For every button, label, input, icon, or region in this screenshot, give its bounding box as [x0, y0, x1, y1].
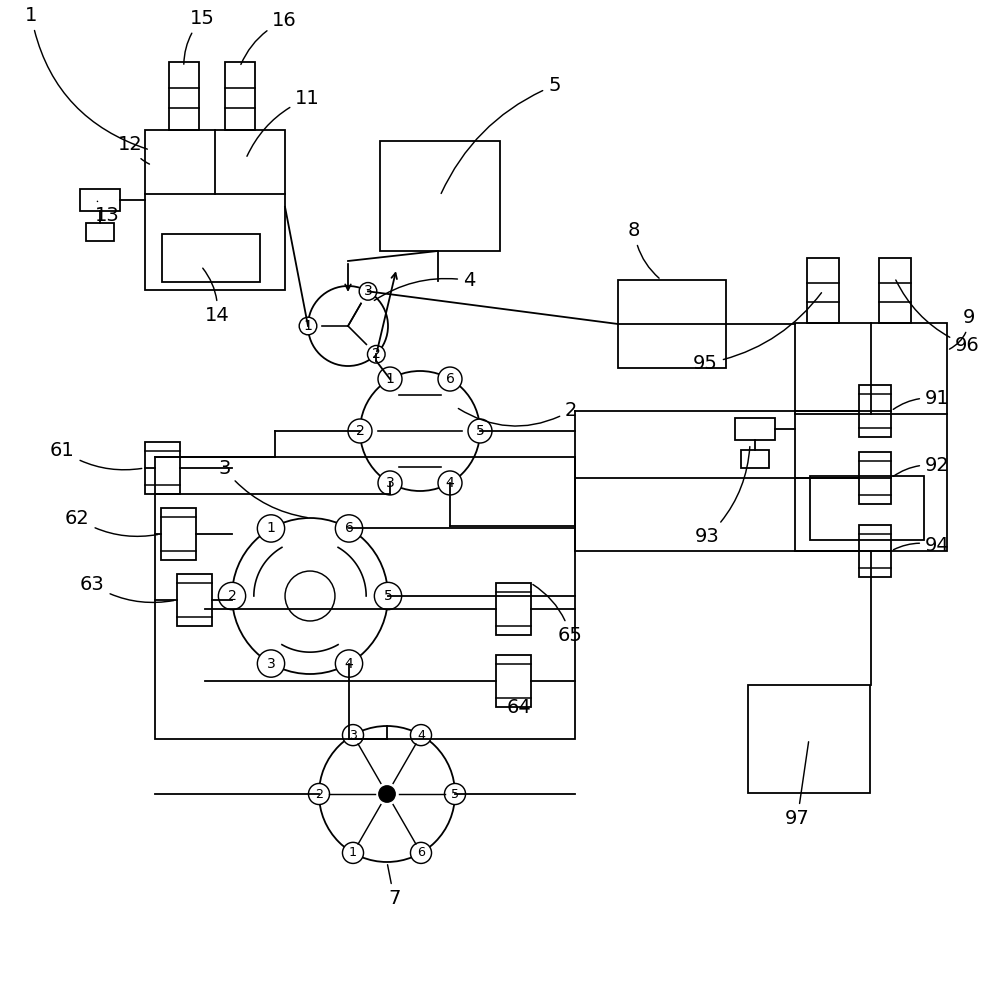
- Circle shape: [335, 515, 363, 542]
- Bar: [496, 655, 530, 707]
- Text: 64: 64: [507, 698, 532, 717]
- Text: 4: 4: [446, 476, 454, 490]
- Circle shape: [299, 317, 317, 335]
- Text: 5: 5: [384, 589, 392, 603]
- Circle shape: [342, 725, 364, 745]
- Circle shape: [257, 515, 285, 542]
- Text: 3: 3: [386, 476, 394, 490]
- Bar: [795, 323, 947, 551]
- Text: 95: 95: [693, 293, 821, 373]
- Text: 6: 6: [345, 522, 353, 535]
- Text: 5: 5: [451, 788, 459, 801]
- Text: 13: 13: [95, 201, 120, 225]
- Text: 11: 11: [247, 89, 320, 156]
- Circle shape: [378, 367, 402, 391]
- Bar: [735, 418, 775, 440]
- Text: 3: 3: [267, 657, 275, 670]
- Text: 2: 2: [372, 347, 381, 361]
- Bar: [496, 583, 530, 635]
- Text: 65: 65: [533, 585, 583, 645]
- Circle shape: [218, 583, 246, 609]
- Text: 2: 2: [458, 401, 577, 426]
- Text: 4: 4: [374, 271, 475, 301]
- Bar: [162, 234, 260, 282]
- Text: 97: 97: [785, 741, 810, 828]
- Bar: [176, 574, 212, 626]
- Bar: [144, 442, 180, 494]
- Circle shape: [410, 725, 432, 745]
- Circle shape: [438, 471, 462, 495]
- Circle shape: [342, 842, 364, 864]
- Text: 62: 62: [65, 509, 158, 536]
- Bar: [380, 141, 500, 251]
- Bar: [810, 476, 924, 539]
- Circle shape: [335, 650, 363, 677]
- Text: 2: 2: [356, 424, 364, 438]
- Text: 93: 93: [695, 447, 750, 546]
- Text: 61: 61: [50, 441, 142, 469]
- Text: 63: 63: [80, 575, 174, 602]
- Text: 92: 92: [893, 456, 950, 476]
- Text: 6: 6: [446, 372, 454, 387]
- Bar: [225, 62, 255, 130]
- Text: 1: 1: [349, 846, 357, 860]
- Bar: [155, 457, 575, 739]
- Text: 1: 1: [304, 319, 312, 333]
- Bar: [80, 188, 120, 211]
- Text: 96: 96: [896, 280, 980, 355]
- Text: 3: 3: [364, 284, 372, 299]
- Text: 1: 1: [25, 6, 147, 149]
- Circle shape: [378, 471, 402, 495]
- Text: 4: 4: [417, 729, 425, 741]
- Circle shape: [285, 571, 335, 621]
- Circle shape: [348, 419, 372, 443]
- Circle shape: [374, 583, 402, 609]
- Bar: [859, 385, 891, 437]
- Circle shape: [444, 784, 466, 805]
- Text: 1: 1: [386, 372, 394, 387]
- Text: 1: 1: [267, 522, 275, 535]
- Text: 94: 94: [893, 536, 950, 555]
- Circle shape: [438, 367, 462, 391]
- Text: 12: 12: [118, 135, 149, 164]
- Text: 3: 3: [349, 729, 357, 741]
- Bar: [160, 508, 196, 560]
- Circle shape: [359, 283, 377, 300]
- Bar: [741, 450, 769, 467]
- Text: 7: 7: [388, 865, 400, 908]
- Text: 8: 8: [628, 221, 659, 278]
- Circle shape: [410, 842, 432, 864]
- Text: 15: 15: [184, 9, 215, 64]
- Text: 5: 5: [476, 424, 484, 438]
- Text: 6: 6: [417, 846, 425, 860]
- Bar: [748, 685, 870, 793]
- Bar: [145, 130, 285, 290]
- Text: 3: 3: [218, 459, 307, 518]
- Bar: [807, 258, 839, 323]
- Circle shape: [257, 650, 285, 677]
- Text: 4: 4: [345, 657, 353, 670]
- Text: 16: 16: [241, 11, 297, 64]
- Circle shape: [308, 784, 330, 805]
- Circle shape: [367, 345, 385, 363]
- Text: 2: 2: [315, 788, 323, 801]
- Bar: [859, 525, 891, 577]
- Bar: [859, 452, 891, 504]
- Bar: [618, 280, 726, 368]
- Text: 2: 2: [228, 589, 236, 603]
- Text: 14: 14: [203, 268, 230, 325]
- Bar: [86, 223, 114, 241]
- Bar: [879, 258, 911, 323]
- Text: 5: 5: [441, 76, 560, 193]
- Circle shape: [468, 419, 492, 443]
- Circle shape: [379, 786, 395, 803]
- Text: 9: 9: [949, 308, 975, 349]
- Bar: [169, 62, 199, 130]
- Text: 91: 91: [893, 389, 950, 409]
